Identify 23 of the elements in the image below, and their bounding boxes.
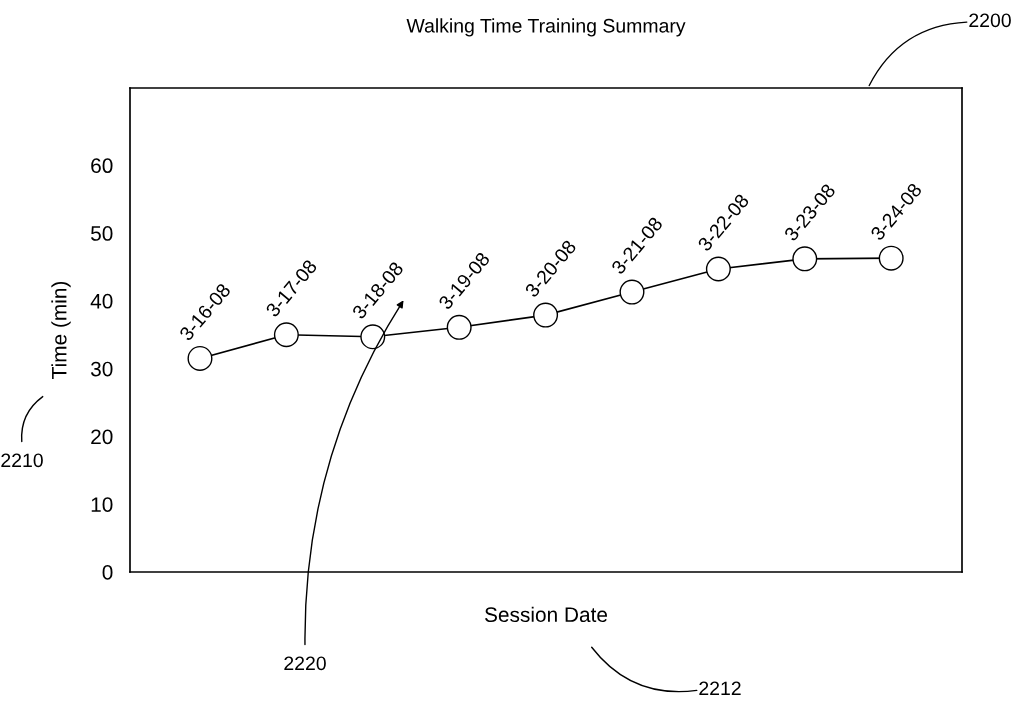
text: 2210 [1, 453, 43, 468]
point [878, 245, 904, 271]
point [619, 279, 645, 305]
y-tick-label: 40 [90, 293, 113, 309]
point [792, 246, 818, 272]
text: 2212 [699, 681, 741, 696]
text: 2220 [284, 656, 326, 671]
point [360, 324, 386, 350]
y-tick-label: 20 [91, 429, 113, 445]
y-tick-label: 50 [91, 226, 113, 241]
point [705, 256, 731, 282]
y-tick-label: 30 [90, 361, 113, 377]
point [533, 302, 559, 328]
point [187, 345, 213, 371]
y-tick-label: 0 [102, 565, 113, 580]
y-tick-label: 10 [91, 497, 113, 512]
x-axis-title: Session Date [484, 606, 608, 623]
y-tick-label: 60 [91, 158, 113, 174]
y-axis-title: Time (min) [51, 281, 71, 379]
text: 2200 [969, 13, 1011, 28]
chart-title: Walking Time Training Summary [406, 18, 686, 37]
point [446, 314, 472, 340]
point [273, 322, 299, 348]
